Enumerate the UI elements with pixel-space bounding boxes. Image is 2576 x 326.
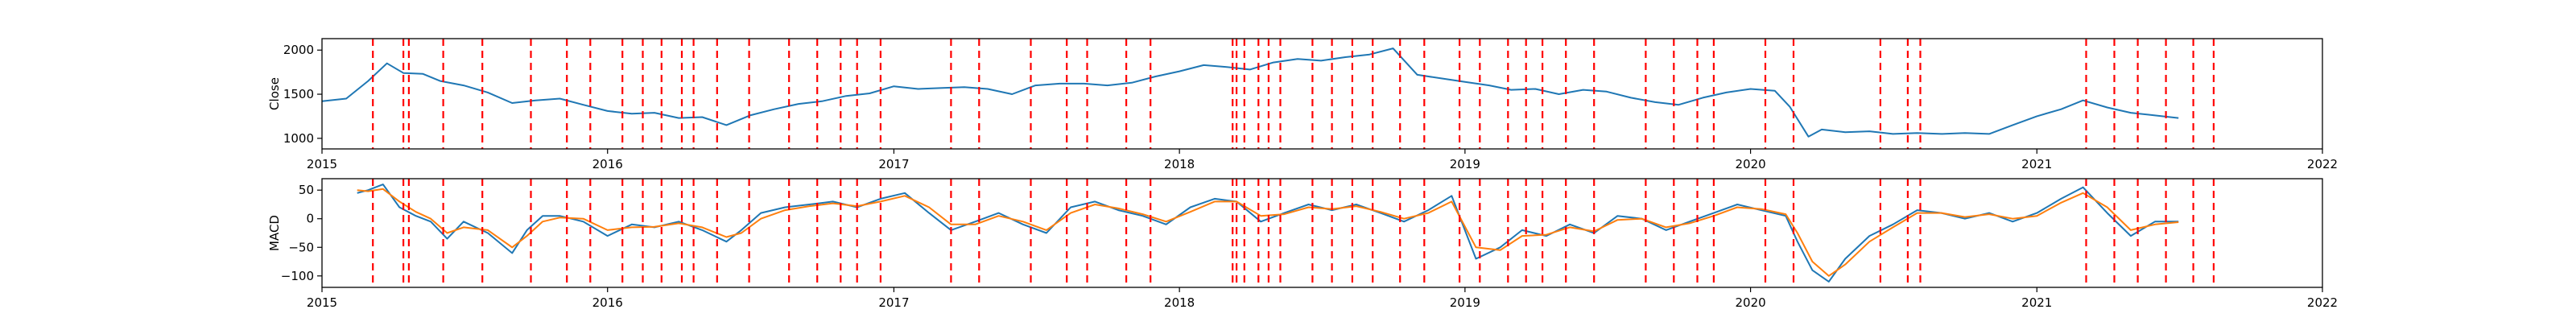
y-tick-label: 0: [306, 212, 314, 226]
close-price-panel: 2015 2016 2017 2018 2019 2020 2021 2022 1000 1500…: [267, 38, 2338, 171]
x-tick-label: 2021: [2021, 157, 2052, 171]
x-tick-label: 2020: [1735, 157, 1765, 171]
x-tick-label: 2017: [878, 295, 909, 310]
x-tick-label: 2021: [2021, 295, 2052, 310]
series-line-2: [357, 188, 2179, 277]
series-line-1: [321, 47, 2179, 138]
x-tick-label: 2018: [1164, 157, 1195, 171]
x-tick-label: 2019: [1450, 295, 1480, 310]
x-tick-label: 2018: [1164, 295, 1195, 310]
y-tick-label: 2000: [283, 43, 314, 57]
y-tick-label: 50: [299, 183, 314, 197]
y-axis-label: Close: [267, 77, 282, 110]
y-tick-label: 1500: [283, 87, 314, 101]
x-tick-label: 2020: [1735, 295, 1765, 310]
x-tick-label: 2017: [878, 157, 909, 171]
x-tick-label: 2022: [2307, 295, 2338, 310]
plot-frame: [321, 178, 2323, 288]
x-tick-label: 2016: [592, 157, 623, 171]
macd-panel: 2015 2016 2017 2018 2019 2020 2021 2022 −100 −50 0…: [267, 178, 2338, 310]
x-tick-label: 2019: [1450, 157, 1480, 171]
x-tick-label: 2015: [307, 157, 337, 171]
y-axis-label: MACD: [267, 215, 282, 251]
x-tick-label: 2022: [2307, 157, 2338, 171]
y-tick-label: −100: [281, 269, 314, 283]
y-tick-label: 1000: [283, 131, 314, 146]
y-tick-label: −50: [288, 240, 314, 254]
x-tick-label: 2016: [592, 295, 623, 310]
x-tick-label: 2015: [307, 295, 337, 310]
